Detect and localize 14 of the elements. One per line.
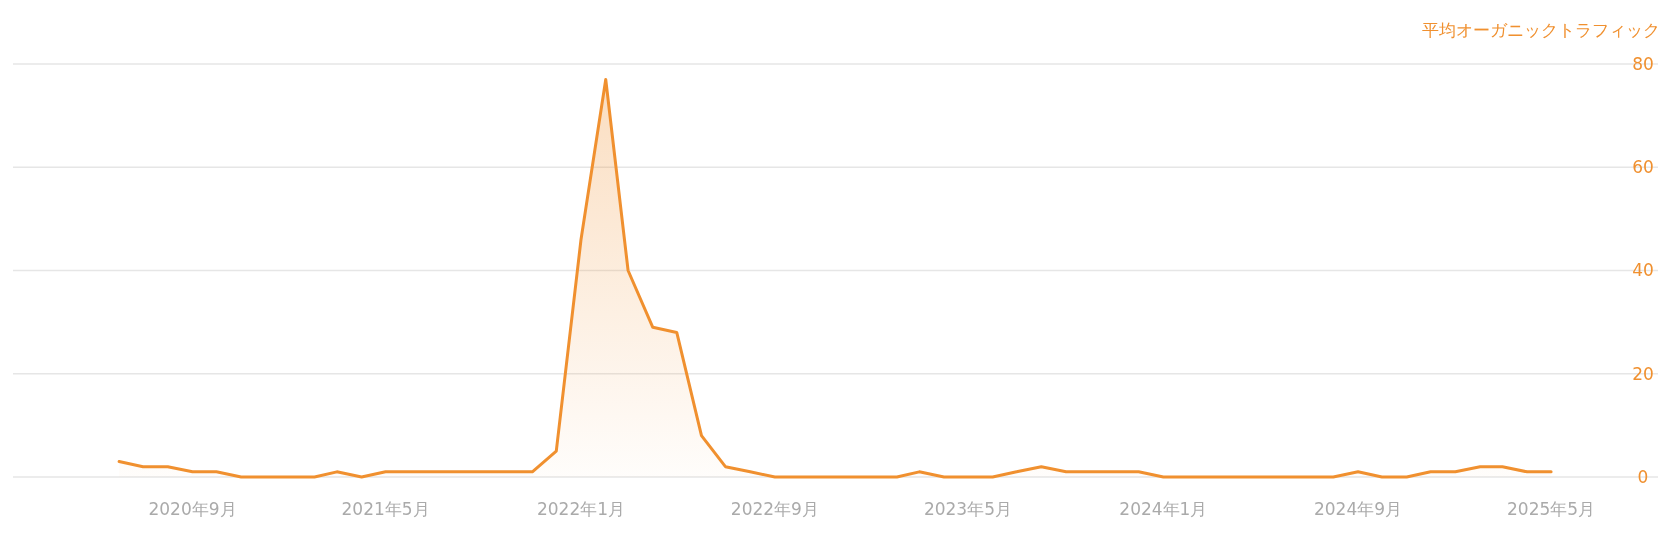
x-tick-label: 2024年1月	[1119, 499, 1208, 519]
x-tick-label: 2020年9月	[148, 499, 237, 519]
x-tick-label: 2022年1月	[536, 499, 626, 519]
y-tick-label: 40	[1632, 260, 1654, 281]
y-tick-label: 60	[1632, 157, 1654, 178]
x-tick-label: 2022年9月	[730, 499, 819, 519]
x-tick-label: 2023年5月	[923, 499, 1012, 519]
x-tick-label: 2024年9月	[1313, 499, 1403, 519]
y-tick-label: 0	[1637, 466, 1649, 487]
y-axis-title: 平均オーガニックトラフィック	[1422, 20, 1660, 40]
y-tick-label: 20	[1632, 363, 1654, 384]
y-tick-label: 80	[1632, 53, 1654, 74]
x-tick-label: 2021年5月	[341, 499, 430, 519]
x-tick-label: 2025年5月	[1507, 499, 1596, 519]
